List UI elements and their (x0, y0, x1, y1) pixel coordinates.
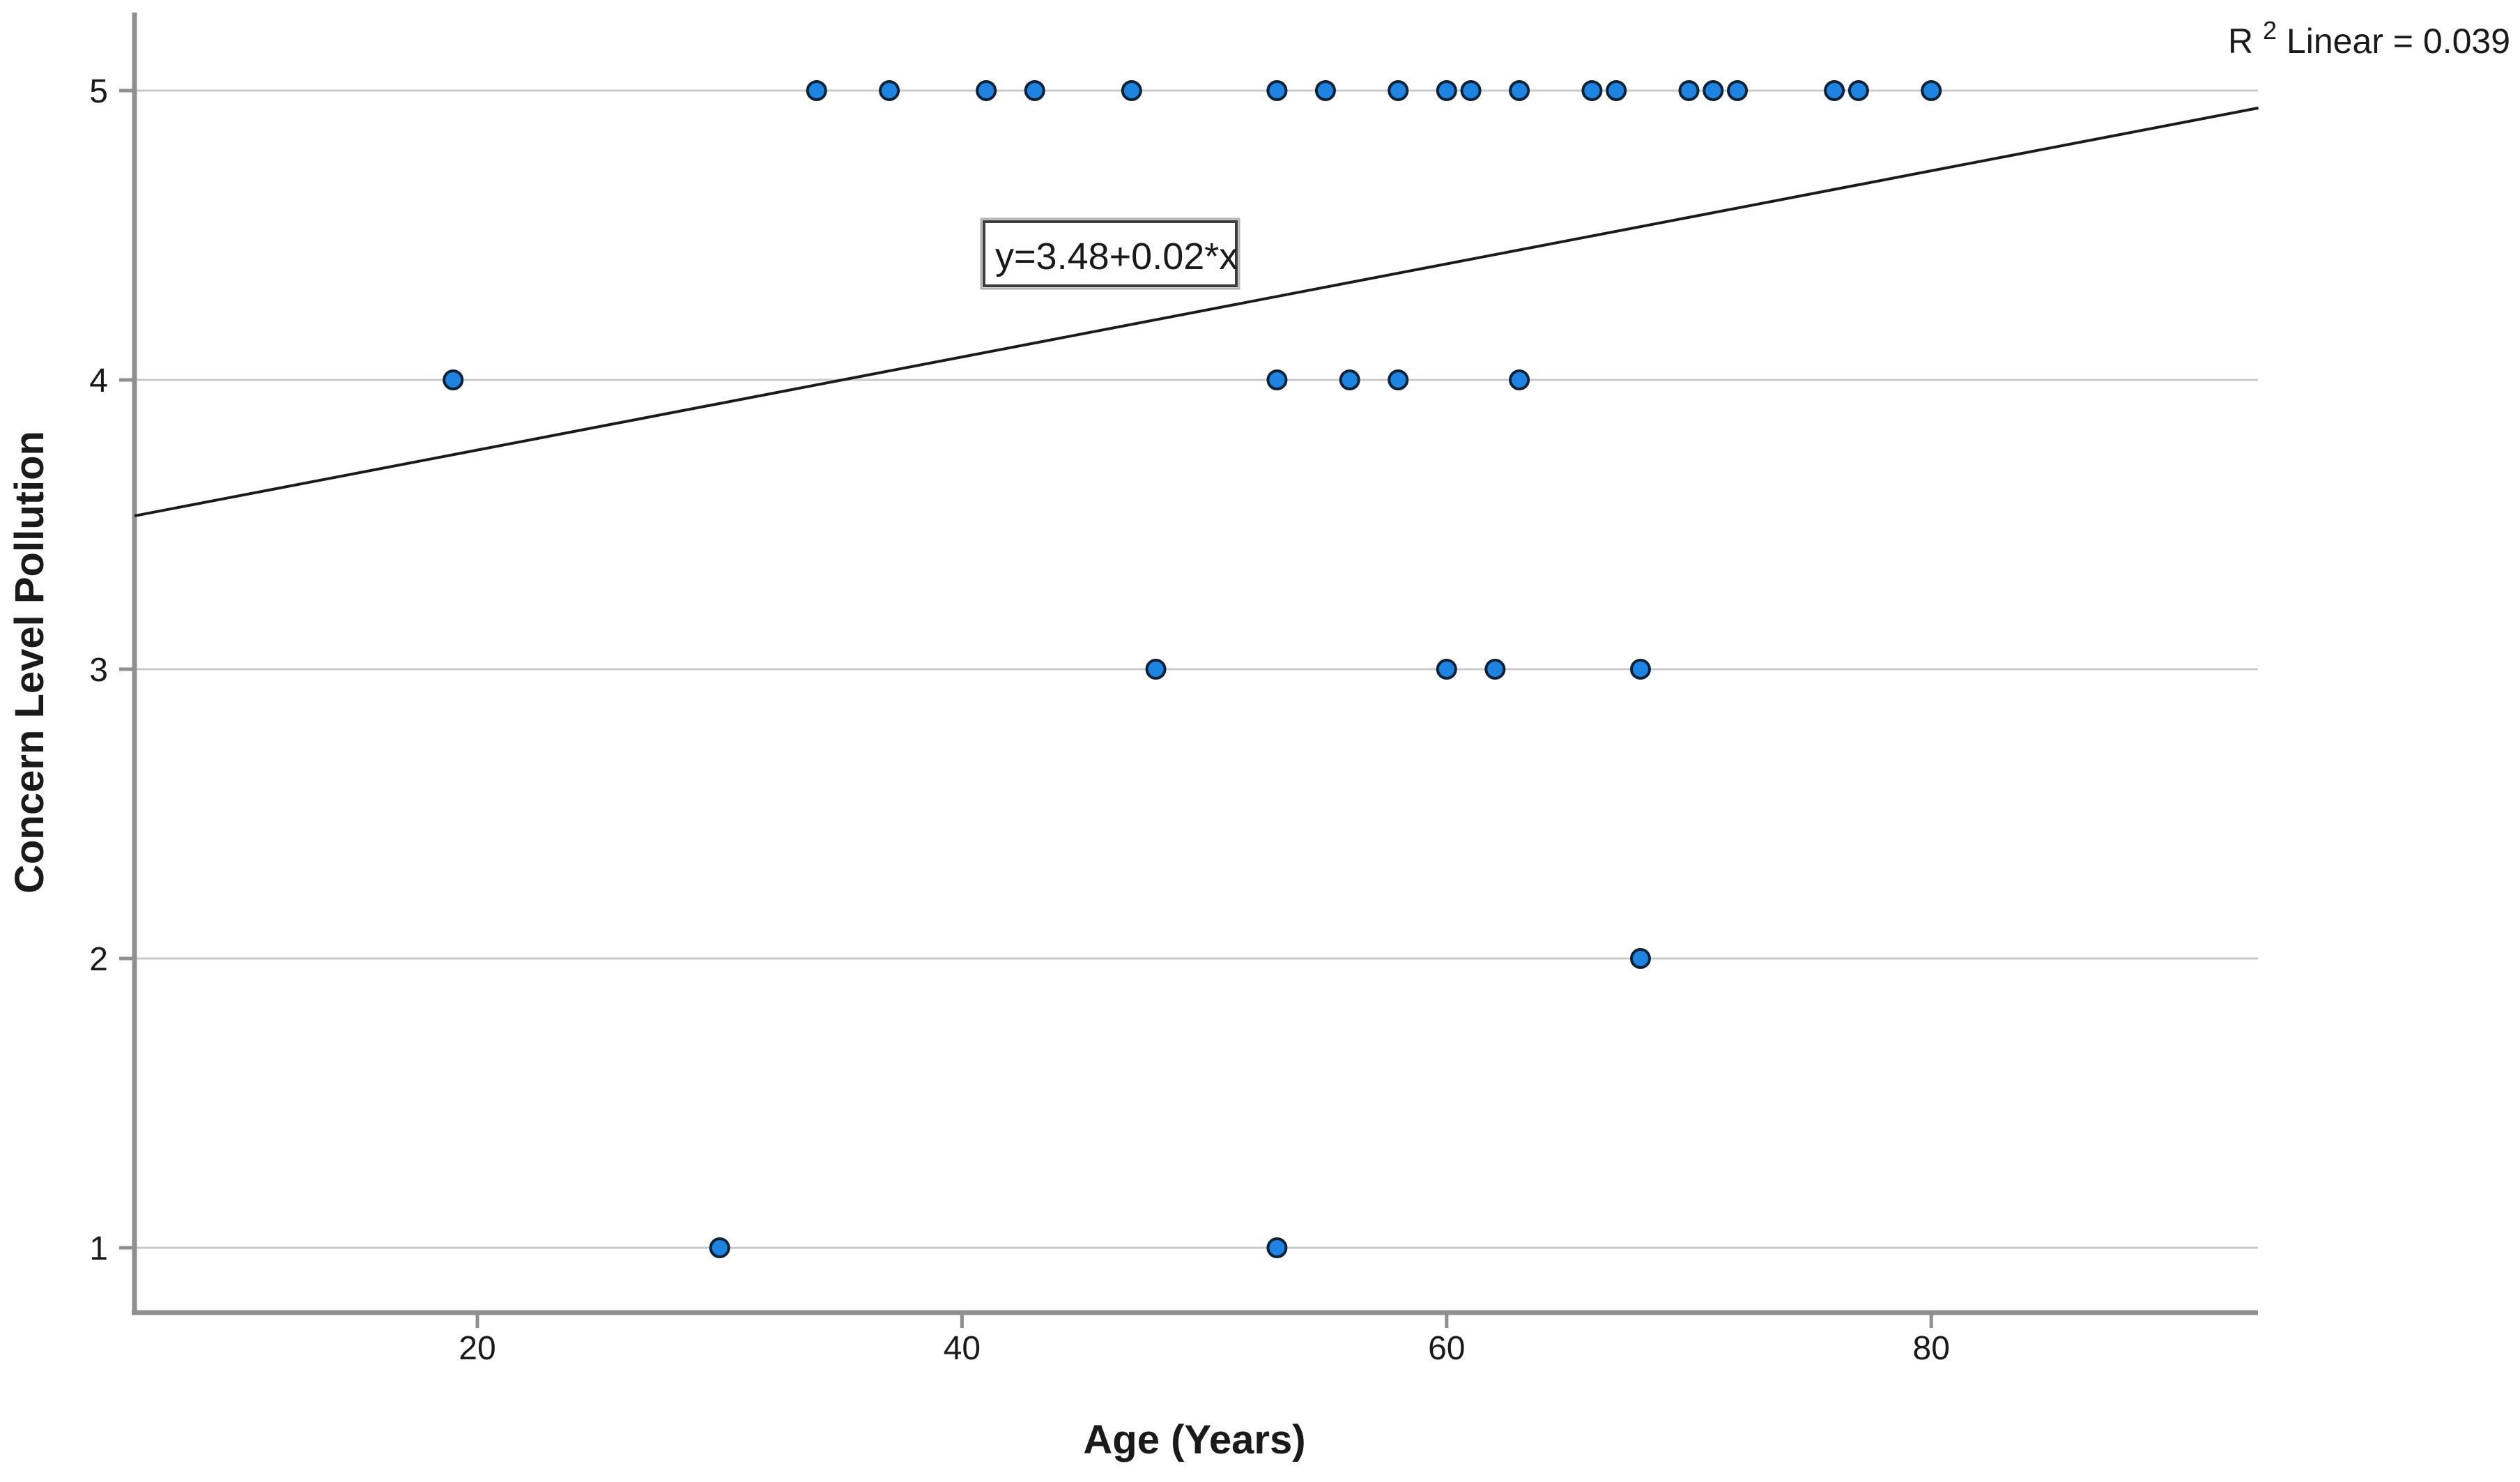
data-point (1314, 80, 1336, 101)
y-axis-tick-labels: 1 2 3 4 5 (89, 73, 108, 1267)
y-axis-title: Concern Level Pollution (7, 431, 52, 894)
x-tick-label: 40 (944, 1330, 981, 1367)
y-tick-label: 4 (89, 362, 108, 399)
equation-box-outer-edge (980, 217, 1240, 290)
equation-label-box: y=3.48+0.02*x (980, 217, 1240, 290)
x-axis-title: Age (Years) (1083, 1417, 1305, 1462)
r2-prefix: R (2228, 22, 2253, 61)
y-tick-label: 1 (89, 1230, 108, 1267)
equation-box (983, 220, 1238, 287)
regression-fit-line (134, 106, 2259, 518)
x-tick-label: 60 (1428, 1330, 1465, 1367)
y-tick-label: 3 (89, 652, 108, 689)
data-point (1509, 369, 1530, 390)
equation-label: y=3.48+0.02*x (995, 236, 1238, 277)
gridlines (135, 89, 2258, 1249)
x-tick-label: 80 (1913, 1330, 1950, 1367)
axis-ticks (119, 89, 1933, 1328)
fit-line-group (134, 106, 2259, 518)
data-point (1824, 80, 1845, 101)
data-point (1703, 80, 1724, 101)
data-point (1024, 80, 1045, 101)
data-point (1388, 369, 1409, 390)
data-point (1436, 659, 1457, 680)
data-point (1727, 80, 1749, 101)
x-tick-label: 20 (459, 1330, 495, 1367)
y-tick-label: 2 (89, 941, 108, 978)
data-point (1339, 369, 1360, 390)
data-point (879, 80, 900, 101)
data-point (1266, 1237, 1288, 1258)
data-point (1606, 80, 1627, 101)
data-point (1581, 80, 1603, 101)
r2-rest: Linear = 0.039 (2287, 22, 2510, 61)
data-point (1629, 948, 1651, 969)
axes (132, 13, 2258, 1315)
r2-superscript: 2 (2263, 16, 2277, 45)
data-point (1436, 80, 1457, 101)
y-tick-label: 5 (89, 73, 108, 110)
data-point (1145, 659, 1167, 680)
data-point (1921, 80, 1942, 101)
data-point (1509, 80, 1530, 101)
data-point (1460, 80, 1482, 101)
data-point (1484, 659, 1506, 680)
x-axis-tick-labels: 20 40 60 80 (459, 1330, 1950, 1367)
data-point (806, 80, 827, 101)
data-point (1847, 80, 1869, 101)
data-point (1121, 80, 1142, 101)
data-point (1266, 80, 1288, 101)
data-point (976, 80, 997, 101)
data-point (1629, 659, 1651, 680)
data-point (1678, 80, 1700, 101)
data-point (1266, 369, 1288, 390)
data-points (443, 80, 1942, 1258)
data-point (443, 369, 464, 390)
r-squared-annotation: R 2 Linear = 0.039 (2228, 8, 2510, 61)
data-point (709, 1237, 730, 1258)
data-point (1388, 80, 1409, 101)
